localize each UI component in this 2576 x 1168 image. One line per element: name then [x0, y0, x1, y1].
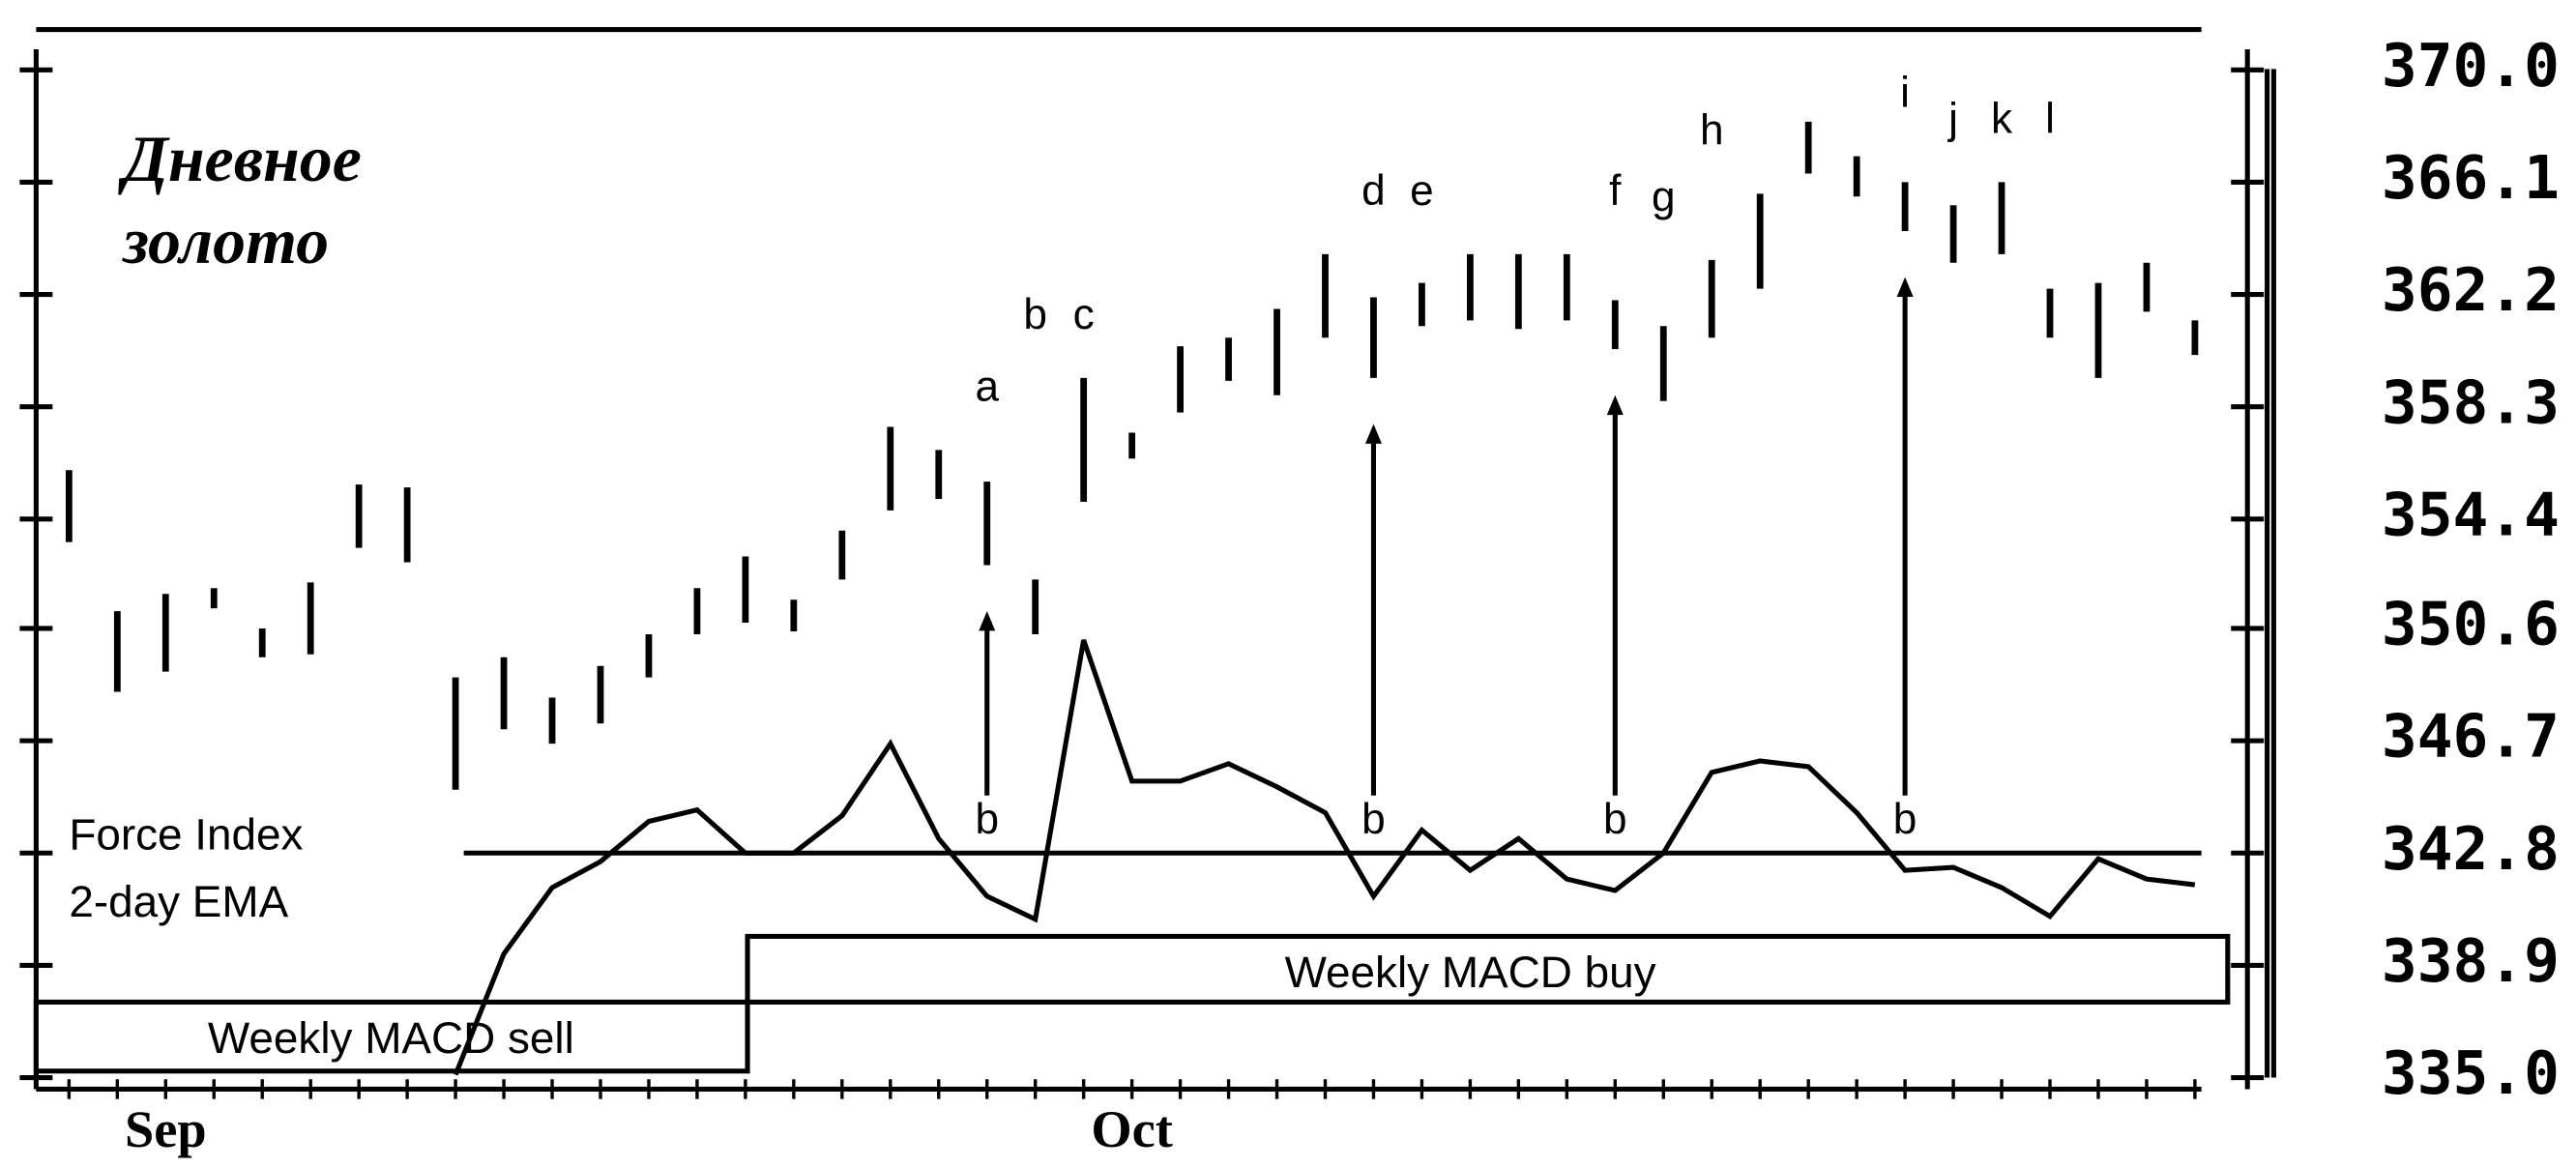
macd-sell-box	[33, 999, 750, 1074]
bar-letter: f	[1609, 167, 1622, 215]
y-tick-label: 350.6	[2382, 591, 2560, 659]
bar-letter: d	[1361, 167, 1386, 215]
arrow-head	[1364, 423, 1382, 444]
bar-letter: g	[1652, 173, 1676, 220]
signal-label: b	[1893, 796, 1917, 843]
signal-label: b	[975, 796, 999, 843]
bar-letter: c	[1073, 291, 1095, 338]
bar-letter: b	[1023, 291, 1047, 338]
bar-letter: h	[1700, 106, 1724, 154]
signal-label: b	[1603, 796, 1627, 843]
y-tick-label: 342.8	[2382, 815, 2560, 884]
arrow-head	[1896, 277, 1914, 297]
bar-letter: a	[975, 363, 999, 410]
y-tick-label: 370.0	[2382, 32, 2560, 101]
bar-letter: k	[1991, 95, 2013, 142]
chart-title: золото	[121, 204, 329, 277]
y-tick-label: 354.4	[2382, 481, 2560, 549]
x-tick-label: Sep	[125, 1100, 207, 1158]
macd-sell-label: Weekly MACD sell	[208, 1012, 574, 1063]
chart-title: Дневное	[117, 122, 361, 195]
macd-buy-box	[745, 933, 2231, 1005]
y-tick-label: 366.1	[2382, 144, 2560, 213]
y-tick-label: 358.3	[2382, 368, 2560, 437]
signal-label: b	[1361, 796, 1386, 843]
y-tick-label: 362.2	[2382, 256, 2560, 325]
force-index-label: Force Index	[69, 808, 303, 859]
arrow-head	[979, 611, 996, 631]
y-tick-label: 335.0	[2382, 1039, 2560, 1108]
bar-letter: i	[1900, 70, 1910, 117]
y-tick-label: 338.9	[2382, 927, 2560, 996]
x-tick-label: Oct	[1091, 1100, 1173, 1158]
bar-letter: l	[2045, 95, 2055, 142]
force-index-label: 2-day EMA	[69, 876, 288, 926]
force-index-line	[453, 639, 2196, 1076]
arrow-head	[1606, 394, 1624, 416]
bar-letter: e	[1410, 167, 1434, 215]
macd-buy-label: Weekly MACD buy	[1285, 947, 1656, 997]
y-tick-label: 346.7	[2382, 703, 2560, 772]
bar-letter: j	[1947, 95, 1958, 142]
